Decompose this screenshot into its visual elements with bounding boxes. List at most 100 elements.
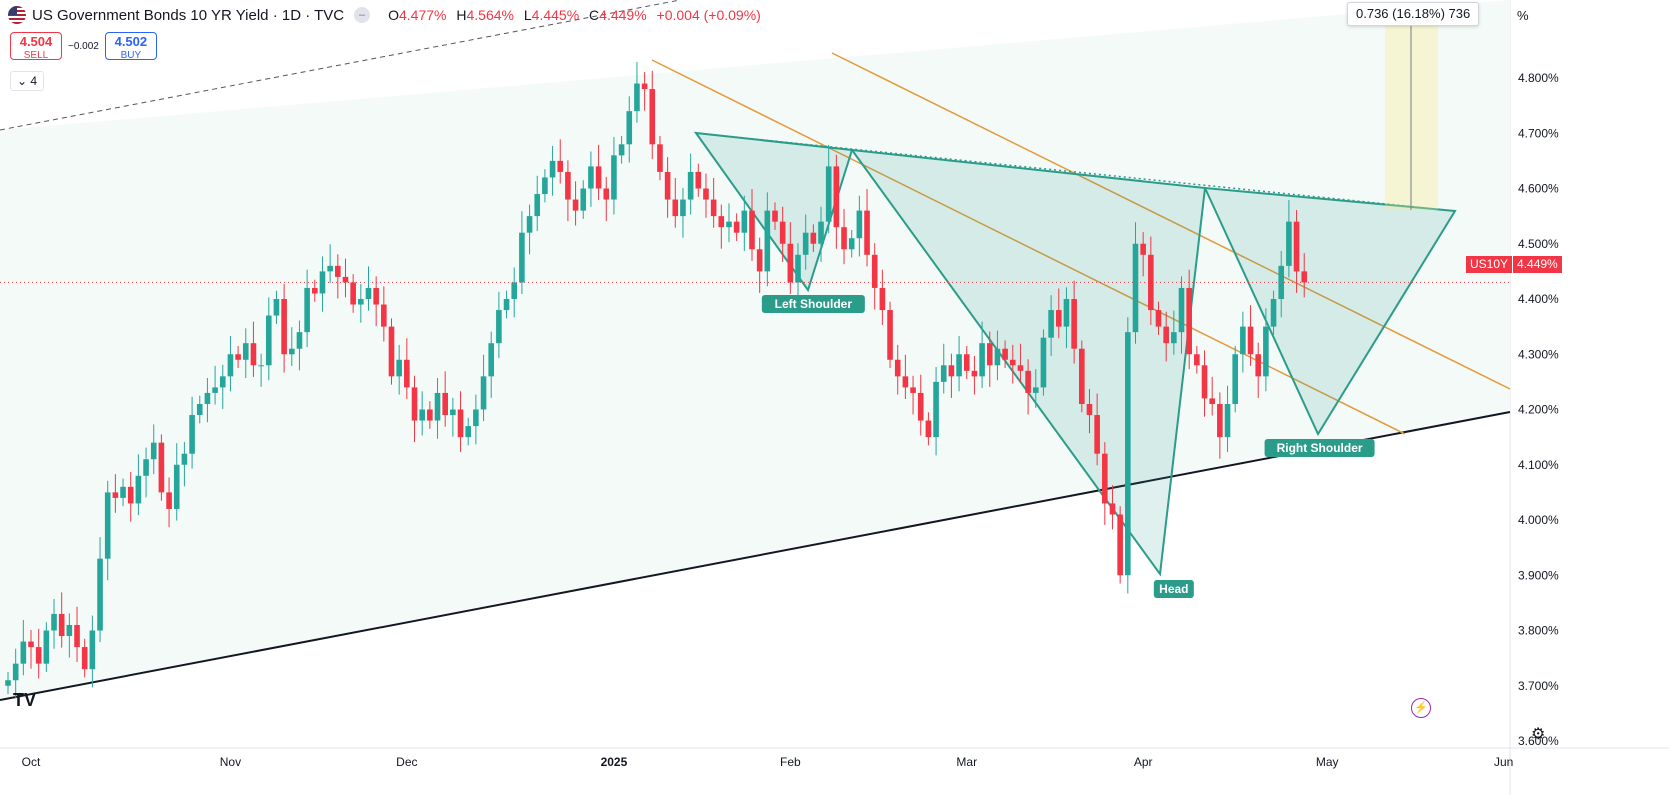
candle: [871, 243, 878, 310]
candle: [1079, 340, 1085, 413]
candle: [1032, 369, 1039, 408]
candle: [1263, 308, 1269, 392]
candle: [733, 213, 740, 241]
y-tick-label: 4.600%: [1518, 182, 1559, 196]
candle: [956, 336, 962, 392]
x-tick-label: Feb: [780, 755, 801, 769]
candle: [173, 443, 180, 521]
candle: [542, 169, 548, 203]
last-price-tag: US10Y 4.449%: [1466, 256, 1562, 273]
lightning-icon[interactable]: ⚡: [1411, 698, 1431, 718]
candle: [434, 378, 441, 439]
candle: [1071, 280, 1077, 364]
candle: [74, 606, 80, 662]
buy-button[interactable]: 4.502 BUY: [104, 32, 157, 61]
dashed-trendline: [0, 0, 681, 131]
candle: [795, 243, 801, 304]
candle: [480, 354, 487, 422]
candle: [143, 447, 149, 498]
time-axis: Oct Nov Dec 2025 Feb Mar Apr May Jun: [22, 755, 1514, 769]
candle: [672, 178, 679, 228]
candle: [150, 424, 157, 475]
svg-text:Head: Head: [1159, 582, 1188, 596]
trade-buttons: 4.504 SELL −0.002 4.502 BUY: [10, 32, 157, 61]
candle: [1140, 232, 1146, 277]
candle: [89, 615, 96, 688]
candle: [1247, 305, 1254, 366]
candle: [181, 442, 188, 487]
candle: [841, 208, 847, 265]
candle: [1255, 342, 1262, 398]
candle: [120, 478, 126, 507]
candle: [687, 153, 694, 215]
candle: [1232, 345, 1238, 413]
candle: [595, 144, 602, 201]
candle: [641, 71, 648, 111]
candle: [787, 222, 794, 295]
candle: [879, 269, 886, 325]
ohlc-values: O4.477% H4.564% L4.445% C4.449% +0.004 (…: [388, 7, 761, 23]
candle: [549, 145, 556, 196]
candle: [519, 211, 525, 295]
candle: [427, 401, 433, 429]
candle: [335, 254, 341, 299]
x-tick-label: Mar: [956, 755, 977, 769]
candle: [1002, 340, 1008, 369]
indicators-toggle[interactable]: ⌄ 4: [10, 71, 45, 91]
pattern-label: Right Shoulder: [1264, 439, 1375, 457]
candle: [381, 286, 387, 342]
candle: [779, 206, 786, 262]
candle: [1025, 359, 1031, 415]
candle: [818, 206, 824, 262]
symbol-title[interactable]: US Government Bonds 10 YR Yield · 1D · T…: [32, 6, 345, 24]
candle: [1109, 485, 1116, 530]
candle: [894, 344, 901, 395]
price-axis: 3.600% 3.700% 3.800% 3.900% 4.000% 4.100% 4.20…: [1518, 71, 1559, 748]
candle: [1278, 250, 1285, 318]
candle: [373, 276, 379, 327]
candle: [296, 320, 303, 371]
candle: [511, 267, 518, 318]
candle: [1017, 343, 1024, 383]
candle: [764, 192, 771, 287]
x-tick-label: Dec: [396, 755, 417, 769]
candle: [1055, 288, 1062, 339]
gear-icon[interactable]: ⚙: [1531, 726, 1546, 743]
x-tick-label: Jun: [1494, 755, 1513, 769]
candle: [557, 139, 564, 184]
candle: [12, 648, 19, 699]
candle: [1094, 393, 1100, 466]
candle: [572, 181, 579, 226]
candle: [135, 454, 142, 516]
candle: [66, 613, 73, 658]
candle: [963, 345, 970, 380]
candle: [227, 336, 234, 392]
x-tick-label: Apr: [1134, 755, 1153, 769]
candle: [580, 180, 587, 219]
candle: [166, 477, 172, 528]
candle: [1240, 311, 1246, 373]
candle: [810, 224, 817, 253]
candle: [802, 214, 809, 270]
pattern-labels: Left Shoulder Head Right Shoulder: [761, 295, 1375, 598]
y-tick-label: 4.200%: [1518, 403, 1559, 417]
y-tick-label: 4.300%: [1518, 347, 1559, 361]
y-tick-label: 4.000%: [1518, 513, 1559, 527]
candle: [1148, 236, 1154, 325]
candle: [212, 365, 218, 405]
candle: [242, 328, 249, 379]
candle: [664, 157, 671, 218]
candle: [250, 321, 257, 377]
svg-text:Left Shoulder: Left Shoulder: [775, 297, 853, 311]
percent-scale-button[interactable]: %: [1517, 8, 1529, 23]
sell-button[interactable]: 4.504 SELL: [10, 32, 62, 61]
pattern-label: Left Shoulder: [761, 295, 865, 313]
y-tick-label: 3.700%: [1518, 679, 1559, 693]
channel-line-lower: [651, 59, 1406, 435]
candle: [419, 391, 425, 436]
collapse-icon[interactable]: –: [354, 7, 371, 23]
candle: [618, 136, 625, 164]
candle: [526, 204, 533, 255]
x-tick-label: Nov: [220, 755, 241, 769]
